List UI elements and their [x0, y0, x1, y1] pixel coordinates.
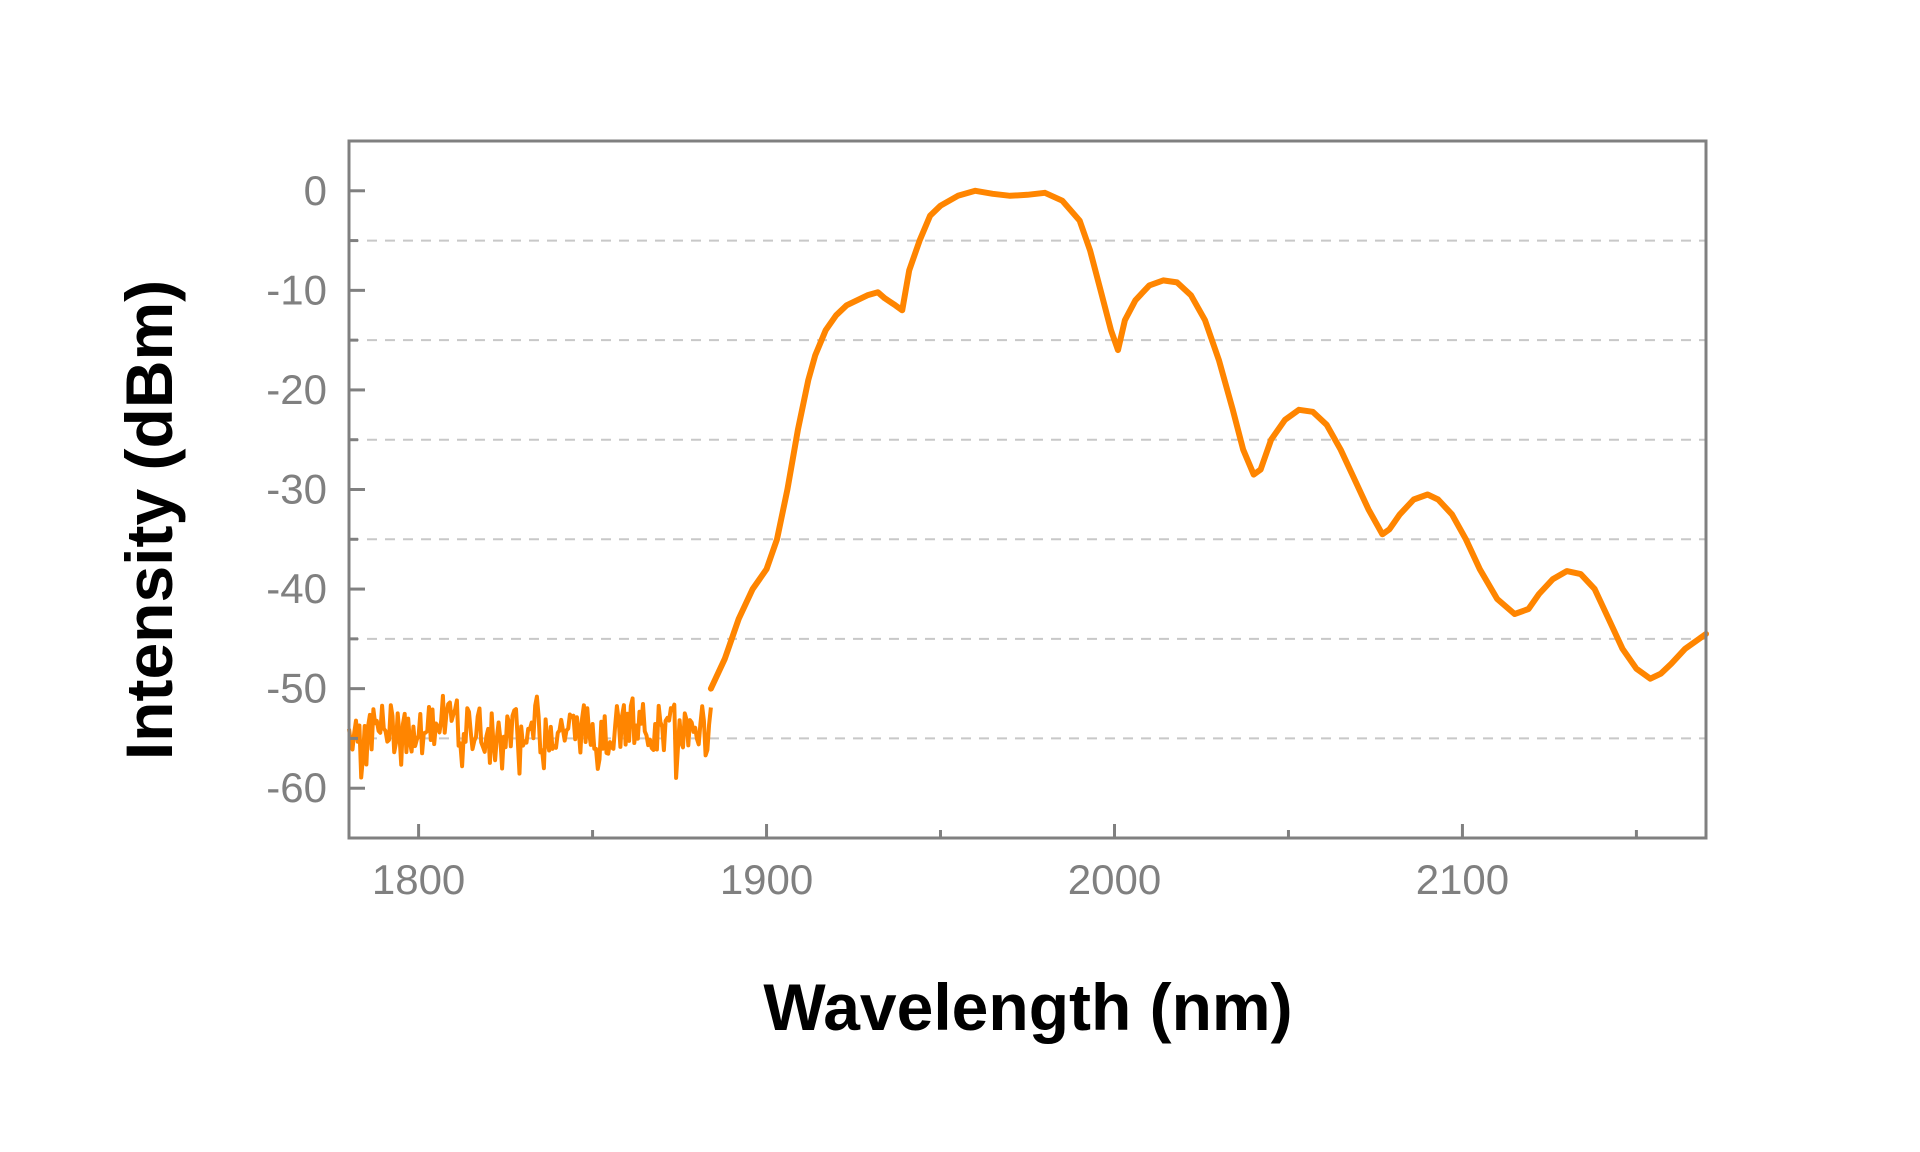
- series-layer: [347, 187, 1709, 780]
- y-tick-label: -30: [266, 466, 327, 513]
- noise-floor-line: [347, 693, 713, 780]
- y-tick-label: -60: [266, 764, 327, 811]
- y-tick-label: 0: [304, 167, 327, 214]
- grid-lines: [349, 239, 1706, 740]
- y-axis-title: Intensity (dBm): [112, 280, 186, 760]
- x-axis-title: Wavelength (nm): [763, 970, 1292, 1044]
- x-tick-label: 2000: [1068, 856, 1161, 903]
- y-tick-label: -20: [266, 366, 327, 413]
- y-tick-label: -10: [266, 266, 327, 313]
- y-tick-label: -50: [266, 665, 327, 712]
- x-tick-label: 1900: [720, 856, 813, 903]
- spectrum-line: [707, 187, 1709, 692]
- x-tick-label: 2100: [1416, 856, 1509, 903]
- y-tick-label: -40: [266, 565, 327, 612]
- x-tick-label: 1800: [372, 856, 465, 903]
- axis-ticks: 1800 1900 2000 2100 0 -10 -20 -30 -40 -50 -60: [266, 167, 1638, 903]
